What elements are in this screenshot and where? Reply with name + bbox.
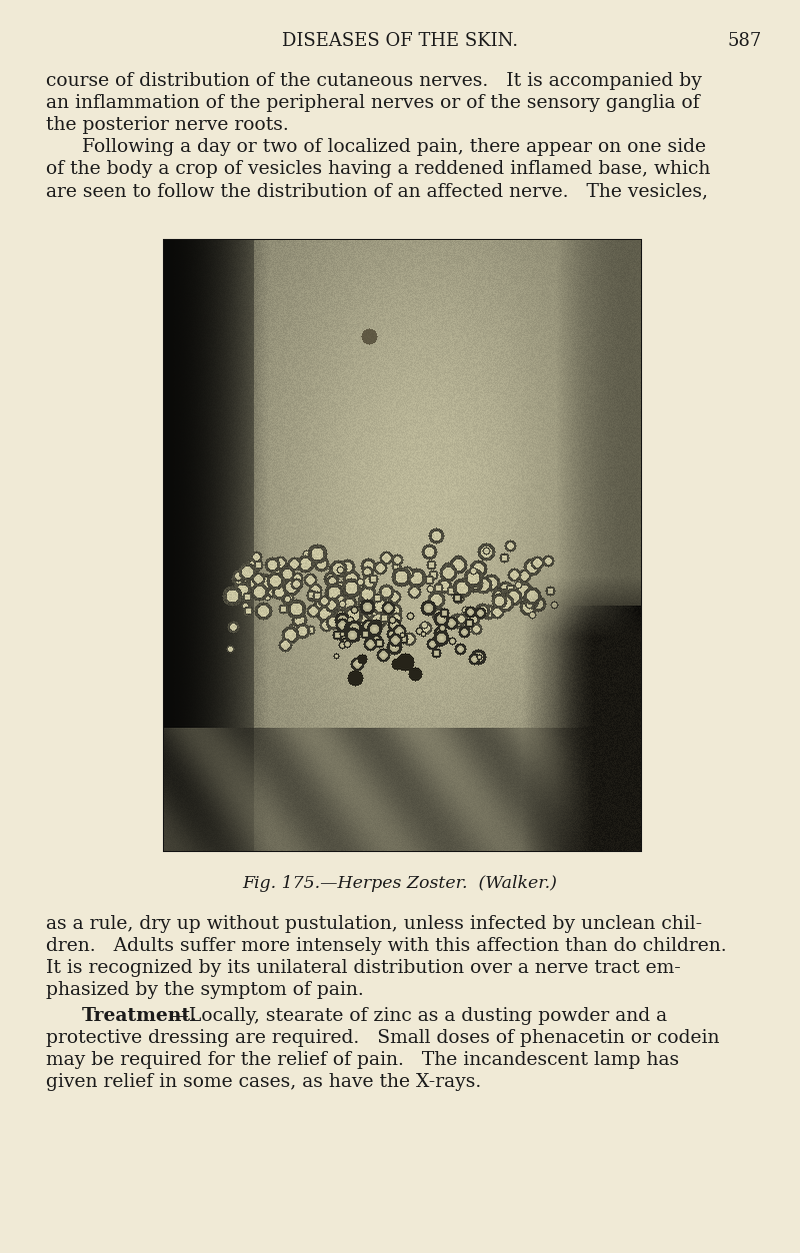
Text: Treatment.: Treatment. (82, 1007, 198, 1025)
Text: an inflammation of the peripheral nerves or of the sensory ganglia of: an inflammation of the peripheral nerves… (46, 94, 700, 112)
Text: DISEASES OF THE SKIN.: DISEASES OF THE SKIN. (282, 33, 518, 50)
Text: protective dressing are required.   Small doses of phenacetin or codein: protective dressing are required. Small … (46, 1029, 719, 1048)
Text: 587: 587 (728, 33, 762, 50)
Text: course of distribution of the cutaneous nerves.   It is accompanied by: course of distribution of the cutaneous … (46, 71, 702, 90)
Text: given relief in some cases, as have the X-rays.: given relief in some cases, as have the … (46, 1073, 482, 1091)
Bar (164, 241, 641, 851)
Text: the posterior nerve roots.: the posterior nerve roots. (46, 117, 289, 134)
Text: are seen to follow the distribution of an affected nerve.   The vesicles,: are seen to follow the distribution of a… (46, 182, 708, 200)
Text: as a rule, dry up without pustulation, unless infected by unclean chil-: as a rule, dry up without pustulation, u… (46, 915, 702, 933)
Text: Fig. 175.—Herpes Zoster.  (Walker.): Fig. 175.—Herpes Zoster. (Walker.) (242, 875, 558, 892)
Text: dren.   Adults suffer more intensely with this affection than do children.: dren. Adults suffer more intensely with … (46, 937, 726, 955)
Text: phasized by the symptom of pain.: phasized by the symptom of pain. (46, 981, 364, 999)
Text: of the body a crop of vesicles having a reddened inflamed base, which: of the body a crop of vesicles having a … (46, 160, 710, 178)
Text: —Locally, stearate of zinc as a dusting powder and a: —Locally, stearate of zinc as a dusting … (170, 1007, 667, 1025)
Text: It is recognized by its unilateral distribution over a nerve tract em-: It is recognized by its unilateral distr… (46, 959, 681, 977)
Text: Following a day or two of localized pain, there appear on one side: Following a day or two of localized pain… (82, 138, 706, 157)
Text: may be required for the relief of pain.   The incandescent lamp has: may be required for the relief of pain. … (46, 1051, 679, 1069)
